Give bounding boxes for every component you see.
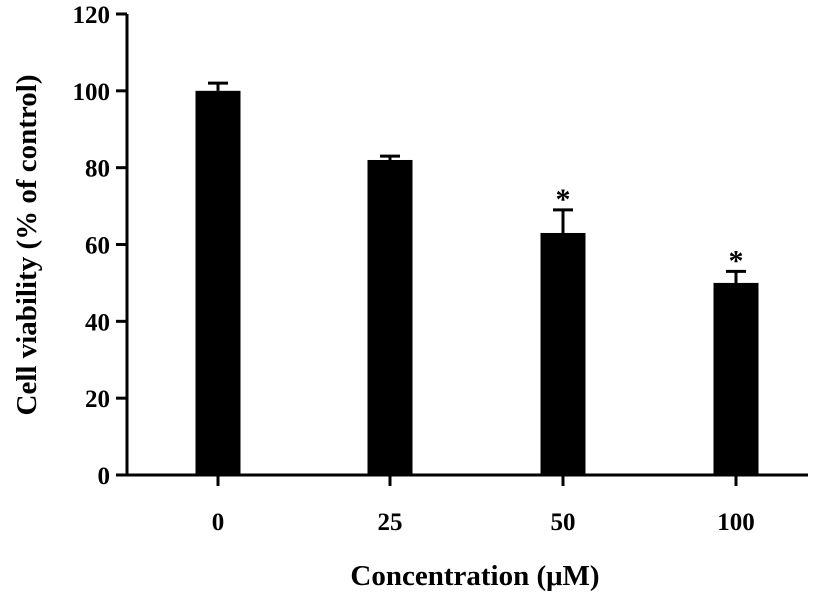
bar-50 bbox=[540, 232, 586, 475]
x-tick-label-0: 0 bbox=[212, 509, 225, 536]
significance-marker-50: * bbox=[556, 183, 571, 216]
significance-marker-100: * bbox=[729, 244, 744, 277]
x-axis-title: Concentration (μM) bbox=[350, 560, 599, 592]
y-tick-label: 20 bbox=[85, 386, 110, 413]
bar-0 bbox=[195, 90, 241, 475]
x-tick-label-100: 100 bbox=[717, 509, 755, 536]
x-tick-label-50: 50 bbox=[551, 509, 576, 536]
bar-25 bbox=[367, 159, 413, 475]
y-axis: 0 20 40 60 80 100 120 bbox=[73, 2, 129, 490]
y-tick-label: 120 bbox=[73, 2, 111, 29]
y-axis-title: Cell viability (% of control) bbox=[11, 75, 43, 416]
y-tick-label: 40 bbox=[85, 309, 110, 336]
y-tick-label: 80 bbox=[85, 156, 110, 183]
y-tick-label: 100 bbox=[73, 79, 111, 106]
y-tick-label: 0 bbox=[98, 463, 111, 490]
bar-100 bbox=[713, 282, 759, 475]
x-axis: 0 25 50 100 bbox=[125, 473, 808, 536]
y-tick-label: 60 bbox=[85, 233, 110, 260]
x-tick-label-25: 25 bbox=[378, 509, 403, 536]
bars: ** bbox=[195, 81, 759, 475]
